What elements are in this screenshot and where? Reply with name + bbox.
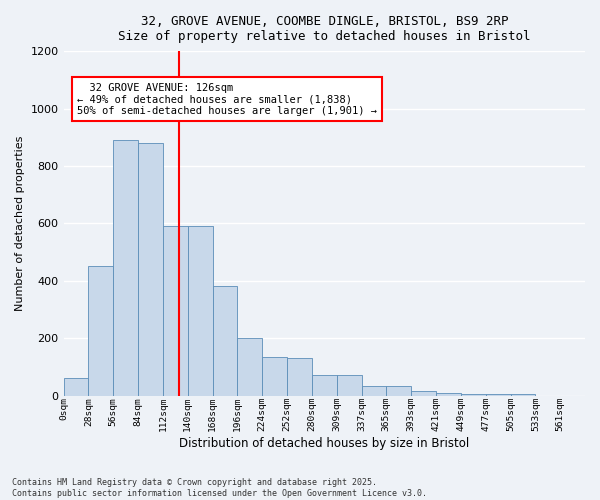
Bar: [461, 394, 485, 396]
Bar: [138, 143, 163, 396]
X-axis label: Distribution of detached houses by size in Bristol: Distribution of detached houses by size …: [179, 437, 469, 450]
Bar: [212, 286, 238, 396]
Bar: [238, 338, 262, 396]
Bar: [188, 226, 212, 396]
Bar: [485, 394, 511, 396]
Bar: [436, 392, 461, 396]
Bar: [511, 394, 535, 396]
Bar: [262, 357, 287, 396]
Text: Contains HM Land Registry data © Crown copyright and database right 2025.
Contai: Contains HM Land Registry data © Crown c…: [12, 478, 427, 498]
Bar: [88, 266, 113, 396]
Bar: [113, 140, 138, 396]
Text: 32 GROVE AVENUE: 126sqm
← 49% of detached houses are smaller (1,838)
50% of semi: 32 GROVE AVENUE: 126sqm ← 49% of detache…: [77, 82, 377, 116]
Title: 32, GROVE AVENUE, COOMBE DINGLE, BRISTOL, BS9 2RP
Size of property relative to d: 32, GROVE AVENUE, COOMBE DINGLE, BRISTOL…: [118, 15, 530, 43]
Bar: [64, 378, 88, 396]
Y-axis label: Number of detached properties: Number of detached properties: [15, 136, 25, 311]
Bar: [362, 386, 386, 396]
Bar: [386, 386, 411, 396]
Bar: [287, 358, 312, 396]
Bar: [312, 376, 337, 396]
Bar: [163, 226, 188, 396]
Bar: [337, 376, 362, 396]
Bar: [411, 391, 436, 396]
